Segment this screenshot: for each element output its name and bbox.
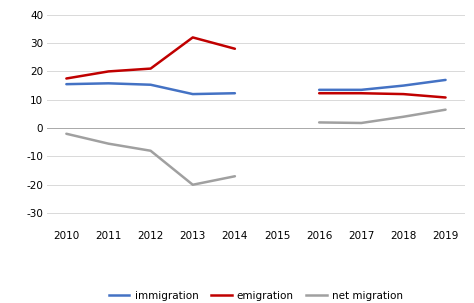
Legend: immigration, emigration, net migration: immigration, emigration, net migration: [104, 287, 408, 303]
